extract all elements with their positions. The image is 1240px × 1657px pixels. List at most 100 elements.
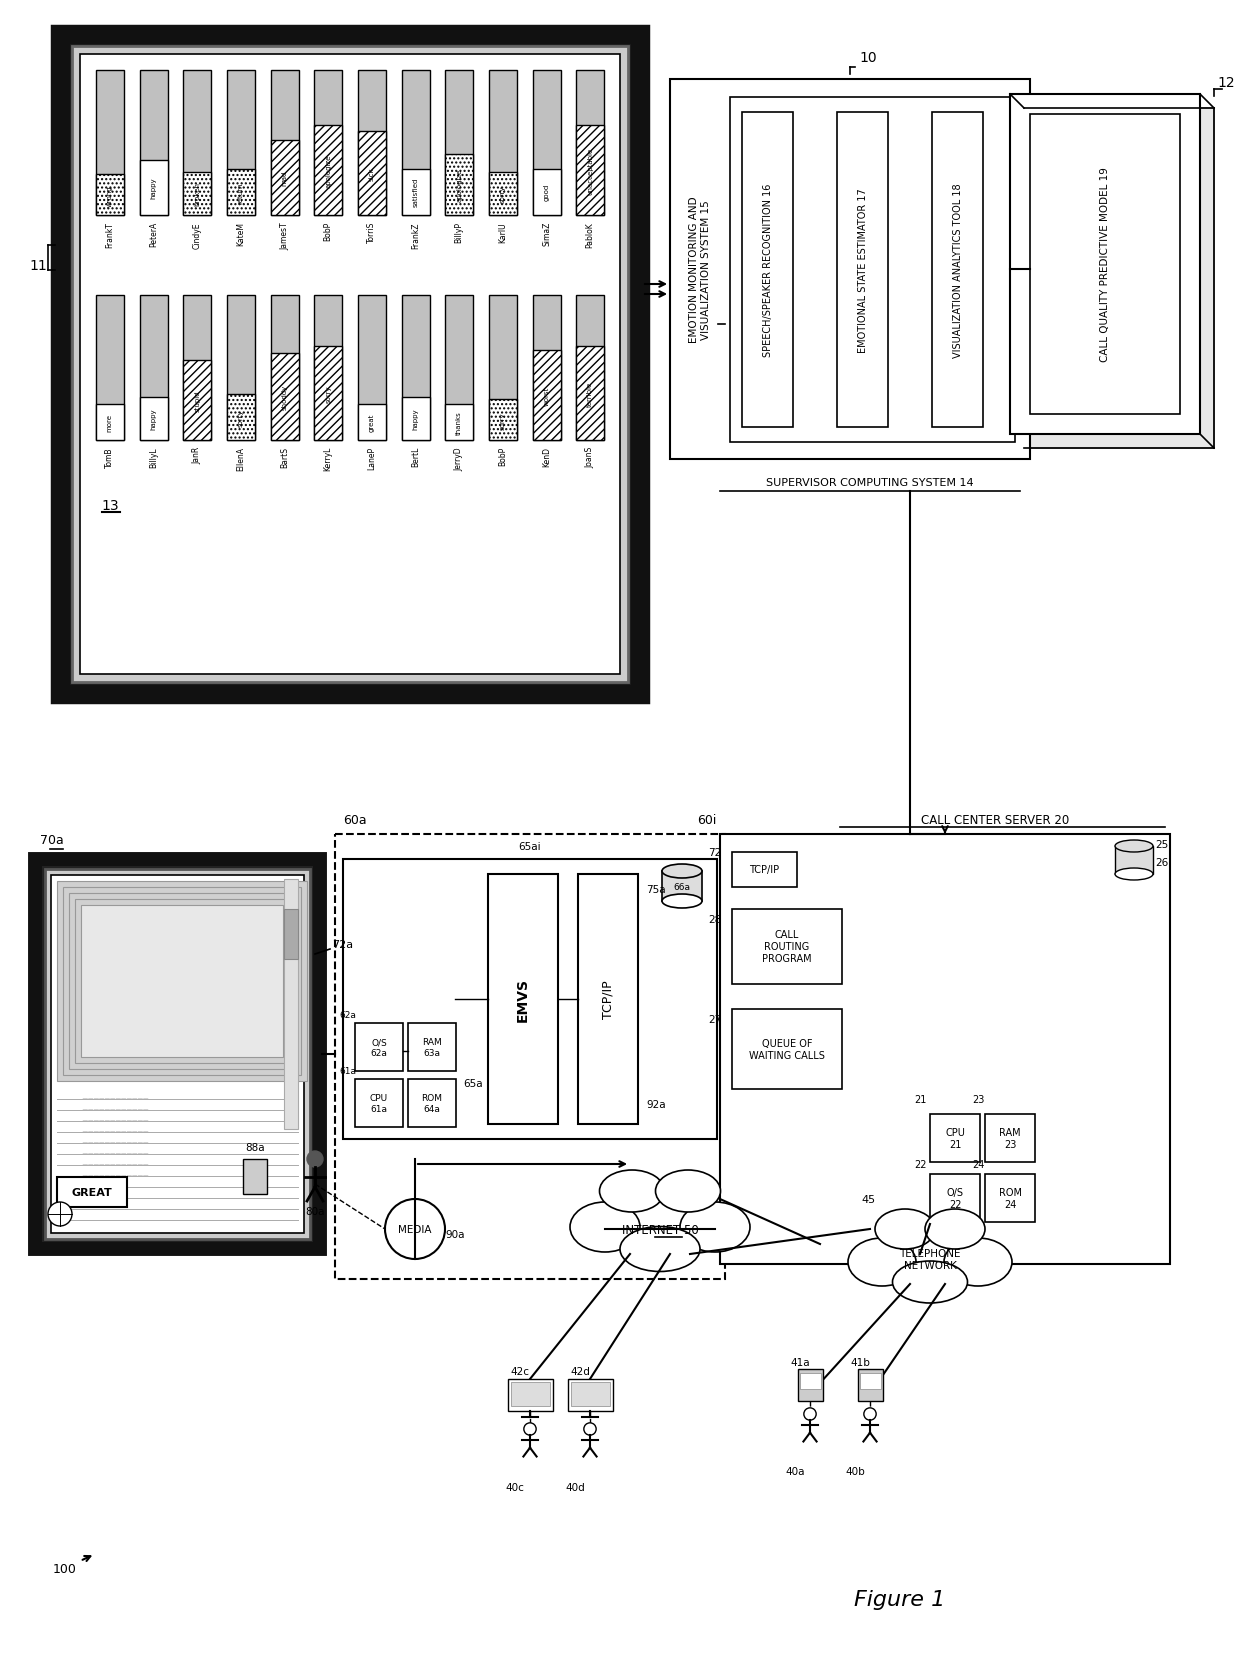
Text: unacceptable: unacceptable: [588, 147, 593, 194]
Text: BertL: BertL: [410, 447, 420, 467]
Bar: [532, 71, 560, 215]
Bar: [60, 35, 640, 694]
Bar: [358, 71, 386, 215]
Bar: [930, 1114, 980, 1162]
Bar: [408, 1079, 456, 1127]
Bar: [1030, 114, 1180, 414]
Text: SPEECH/SPEAKER RECOGNITION 16: SPEECH/SPEAKER RECOGNITION 16: [763, 184, 773, 356]
Text: PeterA: PeterA: [149, 222, 157, 247]
Text: 60i: 60i: [697, 814, 717, 825]
Bar: [508, 1379, 553, 1412]
Text: GREAT: GREAT: [72, 1188, 113, 1198]
Bar: [489, 172, 517, 215]
Bar: [858, 1369, 883, 1402]
Bar: [63, 888, 301, 1075]
Bar: [314, 297, 342, 441]
Text: 70a: 70a: [40, 833, 63, 847]
Text: EMOTION MONITORING AND
VISUALIZATION SYSTEM 15: EMOTION MONITORING AND VISUALIZATION SYS…: [689, 197, 711, 343]
Bar: [730, 98, 1016, 442]
Ellipse shape: [893, 1261, 967, 1302]
Text: CindyE: CindyE: [192, 222, 202, 249]
Ellipse shape: [1115, 840, 1153, 852]
Text: happy: happy: [413, 408, 419, 429]
Text: FrankZ: FrankZ: [410, 222, 420, 249]
Ellipse shape: [680, 1203, 750, 1253]
Text: SimaZ: SimaZ: [542, 222, 551, 247]
Text: 65a: 65a: [464, 1079, 482, 1089]
Text: RAM
63a: RAM 63a: [422, 1037, 441, 1057]
Circle shape: [384, 1200, 445, 1259]
Bar: [985, 1175, 1035, 1223]
Text: JoanS: JoanS: [585, 447, 595, 467]
Ellipse shape: [875, 1210, 935, 1249]
Bar: [243, 1160, 267, 1195]
Text: TCP/IP: TCP/IP: [601, 979, 615, 1019]
Text: terrible: terrible: [588, 381, 593, 406]
Bar: [577, 297, 604, 441]
Text: 62a: 62a: [340, 1011, 356, 1021]
Text: Figure 1: Figure 1: [854, 1589, 946, 1609]
Ellipse shape: [662, 895, 702, 908]
Bar: [314, 346, 342, 441]
Text: shoddy: shoddy: [281, 384, 288, 409]
Bar: [578, 875, 639, 1125]
Bar: [270, 141, 299, 215]
Text: ————————————: ————————————: [64, 1128, 149, 1133]
Bar: [1115, 847, 1153, 875]
Bar: [489, 399, 517, 441]
Circle shape: [804, 1408, 816, 1420]
Bar: [358, 404, 386, 441]
Text: 12: 12: [1218, 76, 1235, 89]
Bar: [732, 1009, 842, 1089]
Text: 66a: 66a: [673, 882, 691, 891]
Text: TorriS: TorriS: [367, 222, 376, 244]
Text: good: good: [543, 184, 549, 200]
Text: ————————————: ————————————: [64, 1095, 149, 1100]
Text: 27: 27: [708, 1014, 722, 1024]
Ellipse shape: [1115, 868, 1153, 880]
Text: BobP: BobP: [498, 447, 507, 466]
Bar: [140, 161, 167, 215]
Bar: [335, 835, 725, 1279]
Bar: [355, 1024, 403, 1072]
Bar: [227, 169, 255, 215]
Text: happy: happy: [150, 408, 156, 429]
Text: 45: 45: [861, 1195, 875, 1205]
Text: 75a: 75a: [646, 885, 666, 895]
Bar: [95, 297, 124, 441]
Ellipse shape: [599, 1170, 665, 1213]
Text: INTERNET 50: INTERNET 50: [621, 1223, 698, 1236]
Text: ROM
64a: ROM 64a: [422, 1094, 443, 1114]
Bar: [51, 875, 304, 1233]
Text: KenD: KenD: [542, 447, 551, 467]
Text: 42d: 42d: [570, 1365, 590, 1377]
Text: mad: mad: [281, 171, 288, 186]
Text: RAM
23: RAM 23: [999, 1127, 1021, 1148]
Text: EMVS: EMVS: [516, 978, 529, 1021]
Text: 41b: 41b: [851, 1357, 870, 1367]
Bar: [227, 71, 255, 215]
Bar: [742, 113, 794, 428]
Bar: [445, 404, 474, 441]
Text: 25: 25: [1154, 840, 1168, 850]
Circle shape: [308, 1152, 322, 1167]
Bar: [532, 169, 560, 215]
Bar: [95, 404, 124, 441]
Ellipse shape: [880, 1225, 980, 1284]
Text: TomB: TomB: [105, 447, 114, 467]
Bar: [489, 297, 517, 441]
Text: great: great: [368, 414, 374, 432]
Bar: [184, 71, 211, 215]
Text: KarlU: KarlU: [498, 222, 507, 242]
Text: 60a: 60a: [343, 814, 367, 825]
Text: thanks: thanks: [456, 411, 463, 434]
Text: sorry: sorry: [325, 384, 331, 403]
Text: return: return: [238, 182, 244, 204]
Text: QUEUE OF
WAITING CALLS: QUEUE OF WAITING CALLS: [749, 1039, 825, 1060]
Bar: [1024, 109, 1214, 449]
Text: ————————————: ————————————: [64, 1117, 149, 1122]
Text: BillyP: BillyP: [455, 222, 464, 244]
Ellipse shape: [605, 1186, 715, 1251]
Ellipse shape: [944, 1238, 1012, 1286]
Text: CPU
61a: CPU 61a: [370, 1094, 388, 1114]
